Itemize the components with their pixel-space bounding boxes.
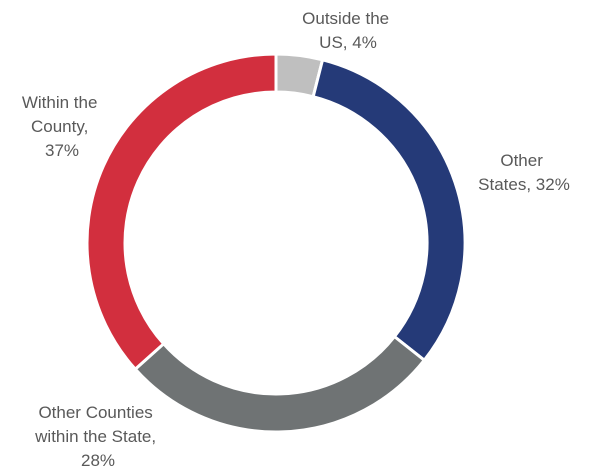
label-within-county: Within the County, 37%	[22, 93, 102, 160]
label-outside-us: Outside the US, 4%	[302, 9, 394, 52]
label-other-states: Other States, 32%	[478, 151, 570, 194]
slice-within-county	[87, 54, 276, 369]
slice-other-counties	[135, 337, 424, 432]
slice-other-states	[313, 60, 465, 360]
label-other-counties: Other Counties within the State, 28%	[34, 403, 161, 470]
donut-slices	[87, 54, 465, 432]
